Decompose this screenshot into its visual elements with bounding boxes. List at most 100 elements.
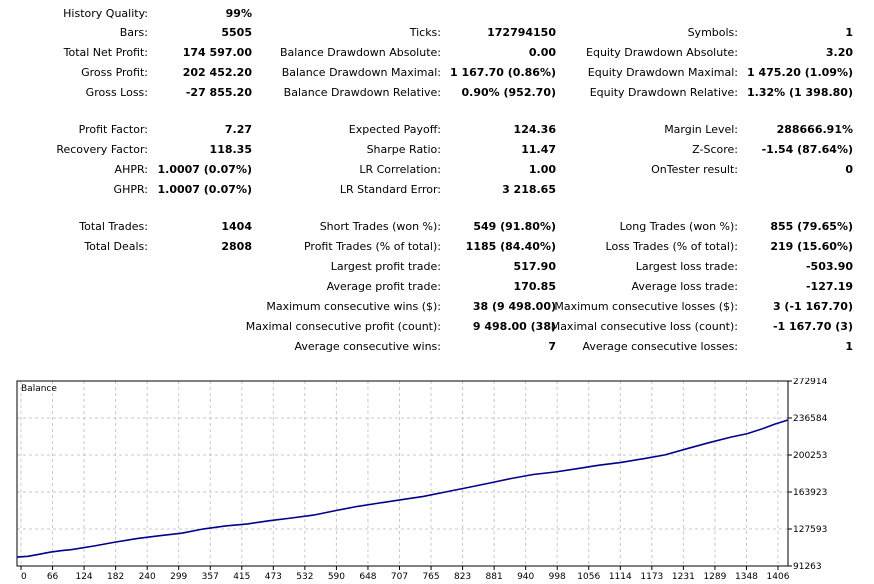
- long-trades-value: 855 (79.65%): [770, 220, 853, 233]
- largest-profit-value: 517.90: [513, 260, 556, 273]
- max-consec-wins-value: 38 (9 498.00): [472, 300, 556, 313]
- balance-dd-abs-value: 0.00: [528, 46, 556, 59]
- largest-profit-label: Largest profit trade:: [330, 260, 441, 273]
- maximal-consec-profit-label: Maximal consecutive profit (count):: [245, 320, 441, 333]
- equity-dd-max-value: 1 475.20 (1.09%): [747, 66, 853, 79]
- total-deals-value: 2808: [221, 240, 252, 253]
- avg-profit-label: Average profit trade:: [326, 280, 441, 293]
- z-score-value: -1.54 (87.64%): [761, 143, 853, 156]
- x-tick-label: 590: [328, 572, 345, 582]
- x-tick-label: 823: [454, 572, 471, 582]
- ghpr-value: 1.0007 (0.07%): [157, 183, 253, 196]
- x-tick-label: 707: [391, 572, 408, 582]
- y-tick-label: 236584: [793, 414, 828, 424]
- y-axis: 272914 236584 200253 163923 127593 91263: [788, 378, 828, 572]
- profit-trades-value: 1185 (84.40%): [465, 240, 556, 253]
- gross-loss-value: -27 855.20: [185, 86, 252, 99]
- x-tick-label: 1056: [577, 572, 600, 582]
- gross-profit-value: 202 452.20: [182, 66, 252, 79]
- ticks-value: 172794150: [487, 26, 556, 39]
- margin-level-label: Margin Level:: [664, 123, 738, 136]
- balance-line: [16, 419, 789, 558]
- chart-grid: [17, 380, 788, 567]
- balance-dd-rel-value: 0.90% (952.70): [461, 86, 557, 99]
- x-tick-label: 532: [296, 572, 313, 582]
- recovery-factor-label: Recovery Factor:: [56, 143, 148, 156]
- maximal-consec-loss-label: Maximal consecutive loss (count):: [550, 320, 738, 333]
- maximal-consec-profit-value: 9 498.00 (38): [472, 320, 556, 333]
- profit-factor-label: Profit Factor:: [78, 123, 148, 136]
- history-quality-label: History Quality:: [63, 7, 148, 20]
- x-tick-label: 1231: [672, 572, 695, 582]
- equity-dd-rel-value: 1.32% (1 398.80): [747, 86, 853, 99]
- total-net-profit-label: Total Net Profit:: [63, 46, 148, 59]
- x-tick-label: 0: [21, 572, 27, 582]
- short-trades-label: Short Trades (won %):: [319, 220, 441, 233]
- equity-dd-abs-label: Equity Drawdown Absolute:: [586, 46, 738, 59]
- balance-dd-abs-label: Balance Drawdown Absolute:: [279, 46, 441, 59]
- x-tick-label: 1289: [703, 572, 726, 582]
- balance-chart: Balance 272914 236584 200253 163923 127593 91…: [16, 378, 828, 582]
- loss-trades-label: Loss Trades (% of total):: [605, 240, 738, 253]
- ghpr-label: GHPR:: [113, 183, 148, 196]
- avg-consec-losses-label: Average consecutive losses:: [582, 340, 738, 353]
- lr-correlation-label: LR Correlation:: [359, 163, 441, 176]
- total-trades-label: Total Trades:: [79, 220, 148, 233]
- bars-label: Bars:: [119, 26, 148, 39]
- symbols-label: Symbols:: [687, 26, 738, 39]
- profit-trades-label: Profit Trades (% of total):: [303, 240, 441, 253]
- recovery-factor-value: 118.35: [209, 143, 252, 156]
- avg-consec-wins-value: 7: [548, 340, 556, 353]
- equity-dd-max-label: Equity Drawdown Maximal:: [587, 66, 738, 79]
- lr-std-error-label: LR Standard Error:: [339, 183, 441, 196]
- margin-level-value: 288666.91%: [776, 123, 853, 136]
- x-tick-label: 66: [47, 572, 59, 582]
- y-tick-label: 163923: [793, 488, 827, 498]
- lr-std-error-value: 3 218.65: [502, 183, 556, 196]
- max-consec-wins-label: Maximum consecutive wins ($):: [266, 300, 441, 313]
- x-tick-label: 648: [359, 572, 376, 582]
- x-tick-label: 124: [75, 572, 92, 582]
- total-deals-label: Total Deals:: [84, 240, 148, 253]
- x-tick-label: 1348: [735, 572, 758, 582]
- y-tick-label: 91263: [793, 562, 822, 572]
- history-quality-value: 99%: [225, 7, 252, 20]
- x-tick-label: 182: [107, 572, 124, 582]
- chart-frame: [16, 380, 789, 567]
- total-net-profit-value: 174 597.00: [182, 46, 252, 59]
- x-axis: 0 66 124 182 240 299 357 415 473 532 590 648 707 765 8…: [20, 566, 790, 582]
- y-tick-label: 127593: [793, 525, 827, 535]
- maximal-consec-loss-value: -1 167.70 (3): [772, 320, 853, 333]
- x-tick-label: 1114: [609, 572, 632, 582]
- ticks-label: Ticks:: [409, 26, 441, 39]
- max-consec-losses-label: Maximum consecutive losses ($):: [554, 300, 738, 313]
- lr-correlation-value: 1.00: [528, 163, 556, 176]
- x-tick-label: 1406: [767, 572, 790, 582]
- largest-loss-value: -503.90: [805, 260, 853, 273]
- ontester-label: OnTester result:: [651, 163, 738, 176]
- profit-factor-value: 7.27: [224, 123, 252, 136]
- x-tick-label: 473: [265, 572, 282, 582]
- z-score-label: Z-Score:: [692, 143, 738, 156]
- x-tick-label: 998: [549, 572, 566, 582]
- avg-consec-wins-label: Average consecutive wins:: [294, 340, 441, 353]
- avg-consec-losses-value: 1: [845, 340, 853, 353]
- gross-loss-label: Gross Loss:: [85, 86, 148, 99]
- avg-loss-value: -127.19: [805, 280, 853, 293]
- sharpe-ratio-label: Sharpe Ratio:: [366, 143, 441, 156]
- ahpr-value: 1.0007 (0.07%): [157, 163, 253, 176]
- largest-loss-label: Largest loss trade:: [635, 260, 738, 273]
- chart-title: Balance: [21, 384, 57, 394]
- x-tick-label: 881: [486, 572, 503, 582]
- ontester-value: 0: [845, 163, 853, 176]
- avg-profit-value: 170.85: [513, 280, 556, 293]
- y-tick-label: 200253: [793, 451, 827, 461]
- expected-payoff-value: 124.36: [513, 123, 556, 136]
- avg-loss-label: Average loss trade:: [631, 280, 738, 293]
- x-tick-label: 357: [202, 572, 219, 582]
- long-trades-label: Long Trades (won %):: [619, 220, 738, 233]
- balance-dd-rel-label: Balance Drawdown Relative:: [283, 86, 441, 99]
- loss-trades-value: 219 (15.60%): [770, 240, 853, 253]
- gross-profit-label: Gross Profit:: [81, 66, 148, 79]
- equity-dd-rel-label: Equity Drawdown Relative:: [589, 86, 738, 99]
